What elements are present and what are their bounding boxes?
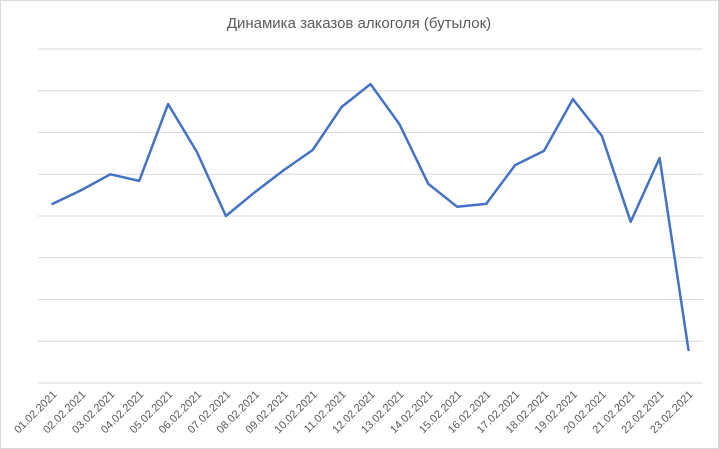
- chart-title: Динамика заказов алкоголя (бутылок): [227, 15, 491, 32]
- data-line: [51, 82, 690, 352]
